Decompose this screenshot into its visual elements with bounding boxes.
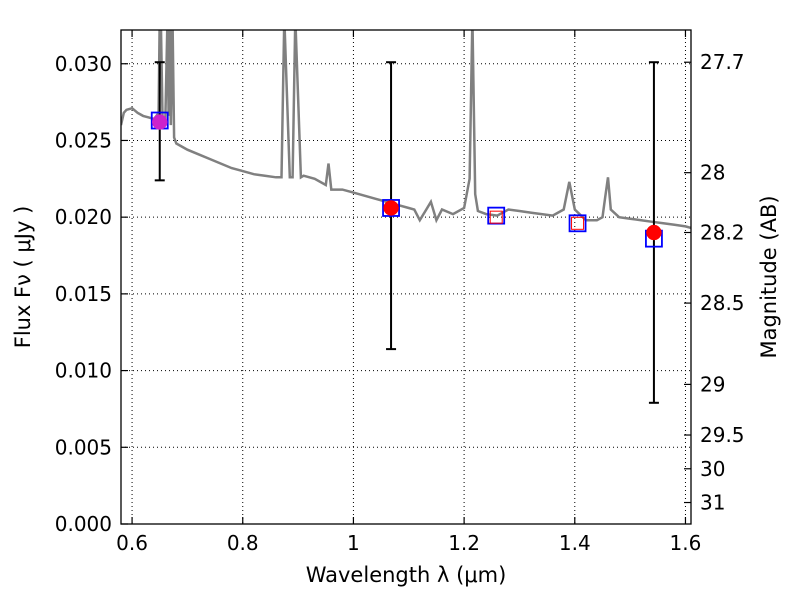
y-axis-title: Flux Fν ( μJy ): [11, 206, 35, 349]
y2-axis-title: Magnitude (AB): [757, 195, 781, 358]
sed-chart: 0.6 0.8 1 1.2 1.4 1.6 0.0000.0050.0100.0150.0…: [0, 0, 800, 600]
y2-tick-label: 29.5: [700, 423, 745, 447]
y-tick-label: 0.005: [55, 435, 112, 459]
x-tick-label: 0.6: [116, 531, 148, 555]
y2-axis-ticks: 27.7 28 28.2 28.5 29 29.5 30 31: [684, 50, 745, 514]
x-axis-title: Wavelength λ (μm): [306, 563, 507, 587]
y-tick-label: 0.010: [55, 359, 112, 383]
y2-tick-label: 27.7: [700, 50, 745, 74]
x-tick-label: 1.2: [448, 531, 480, 555]
plot-background: [121, 30, 691, 524]
y-axis-ticks: 0.000 0.005 0.010 0.015 0.020 0.025 0.030: [55, 52, 128, 536]
observed-flux-point: [646, 225, 661, 240]
y-tick-label: 0.020: [55, 205, 112, 229]
x-tick-label: 1.6: [670, 531, 702, 555]
x-tick-label: 0.8: [227, 531, 259, 555]
observed-flux-point: [384, 200, 399, 215]
x-tick-label: 1.4: [559, 531, 591, 555]
y2-tick-label: 30: [700, 457, 725, 481]
y2-tick-label: 28: [700, 161, 725, 185]
y-tick-label: 0.000: [55, 512, 112, 536]
y-tick-label: 0.030: [55, 52, 112, 76]
y2-tick-label: 28.2: [700, 221, 745, 245]
y2-tick-label: 28.5: [700, 291, 745, 315]
y2-tick-label: 29: [700, 372, 725, 396]
y2-tick-label: 31: [700, 491, 725, 515]
observed-flux-point: [152, 115, 167, 130]
y-tick-label: 0.015: [55, 282, 112, 306]
x-tick-label: 1: [347, 531, 360, 555]
y-tick-label: 0.025: [55, 128, 112, 152]
